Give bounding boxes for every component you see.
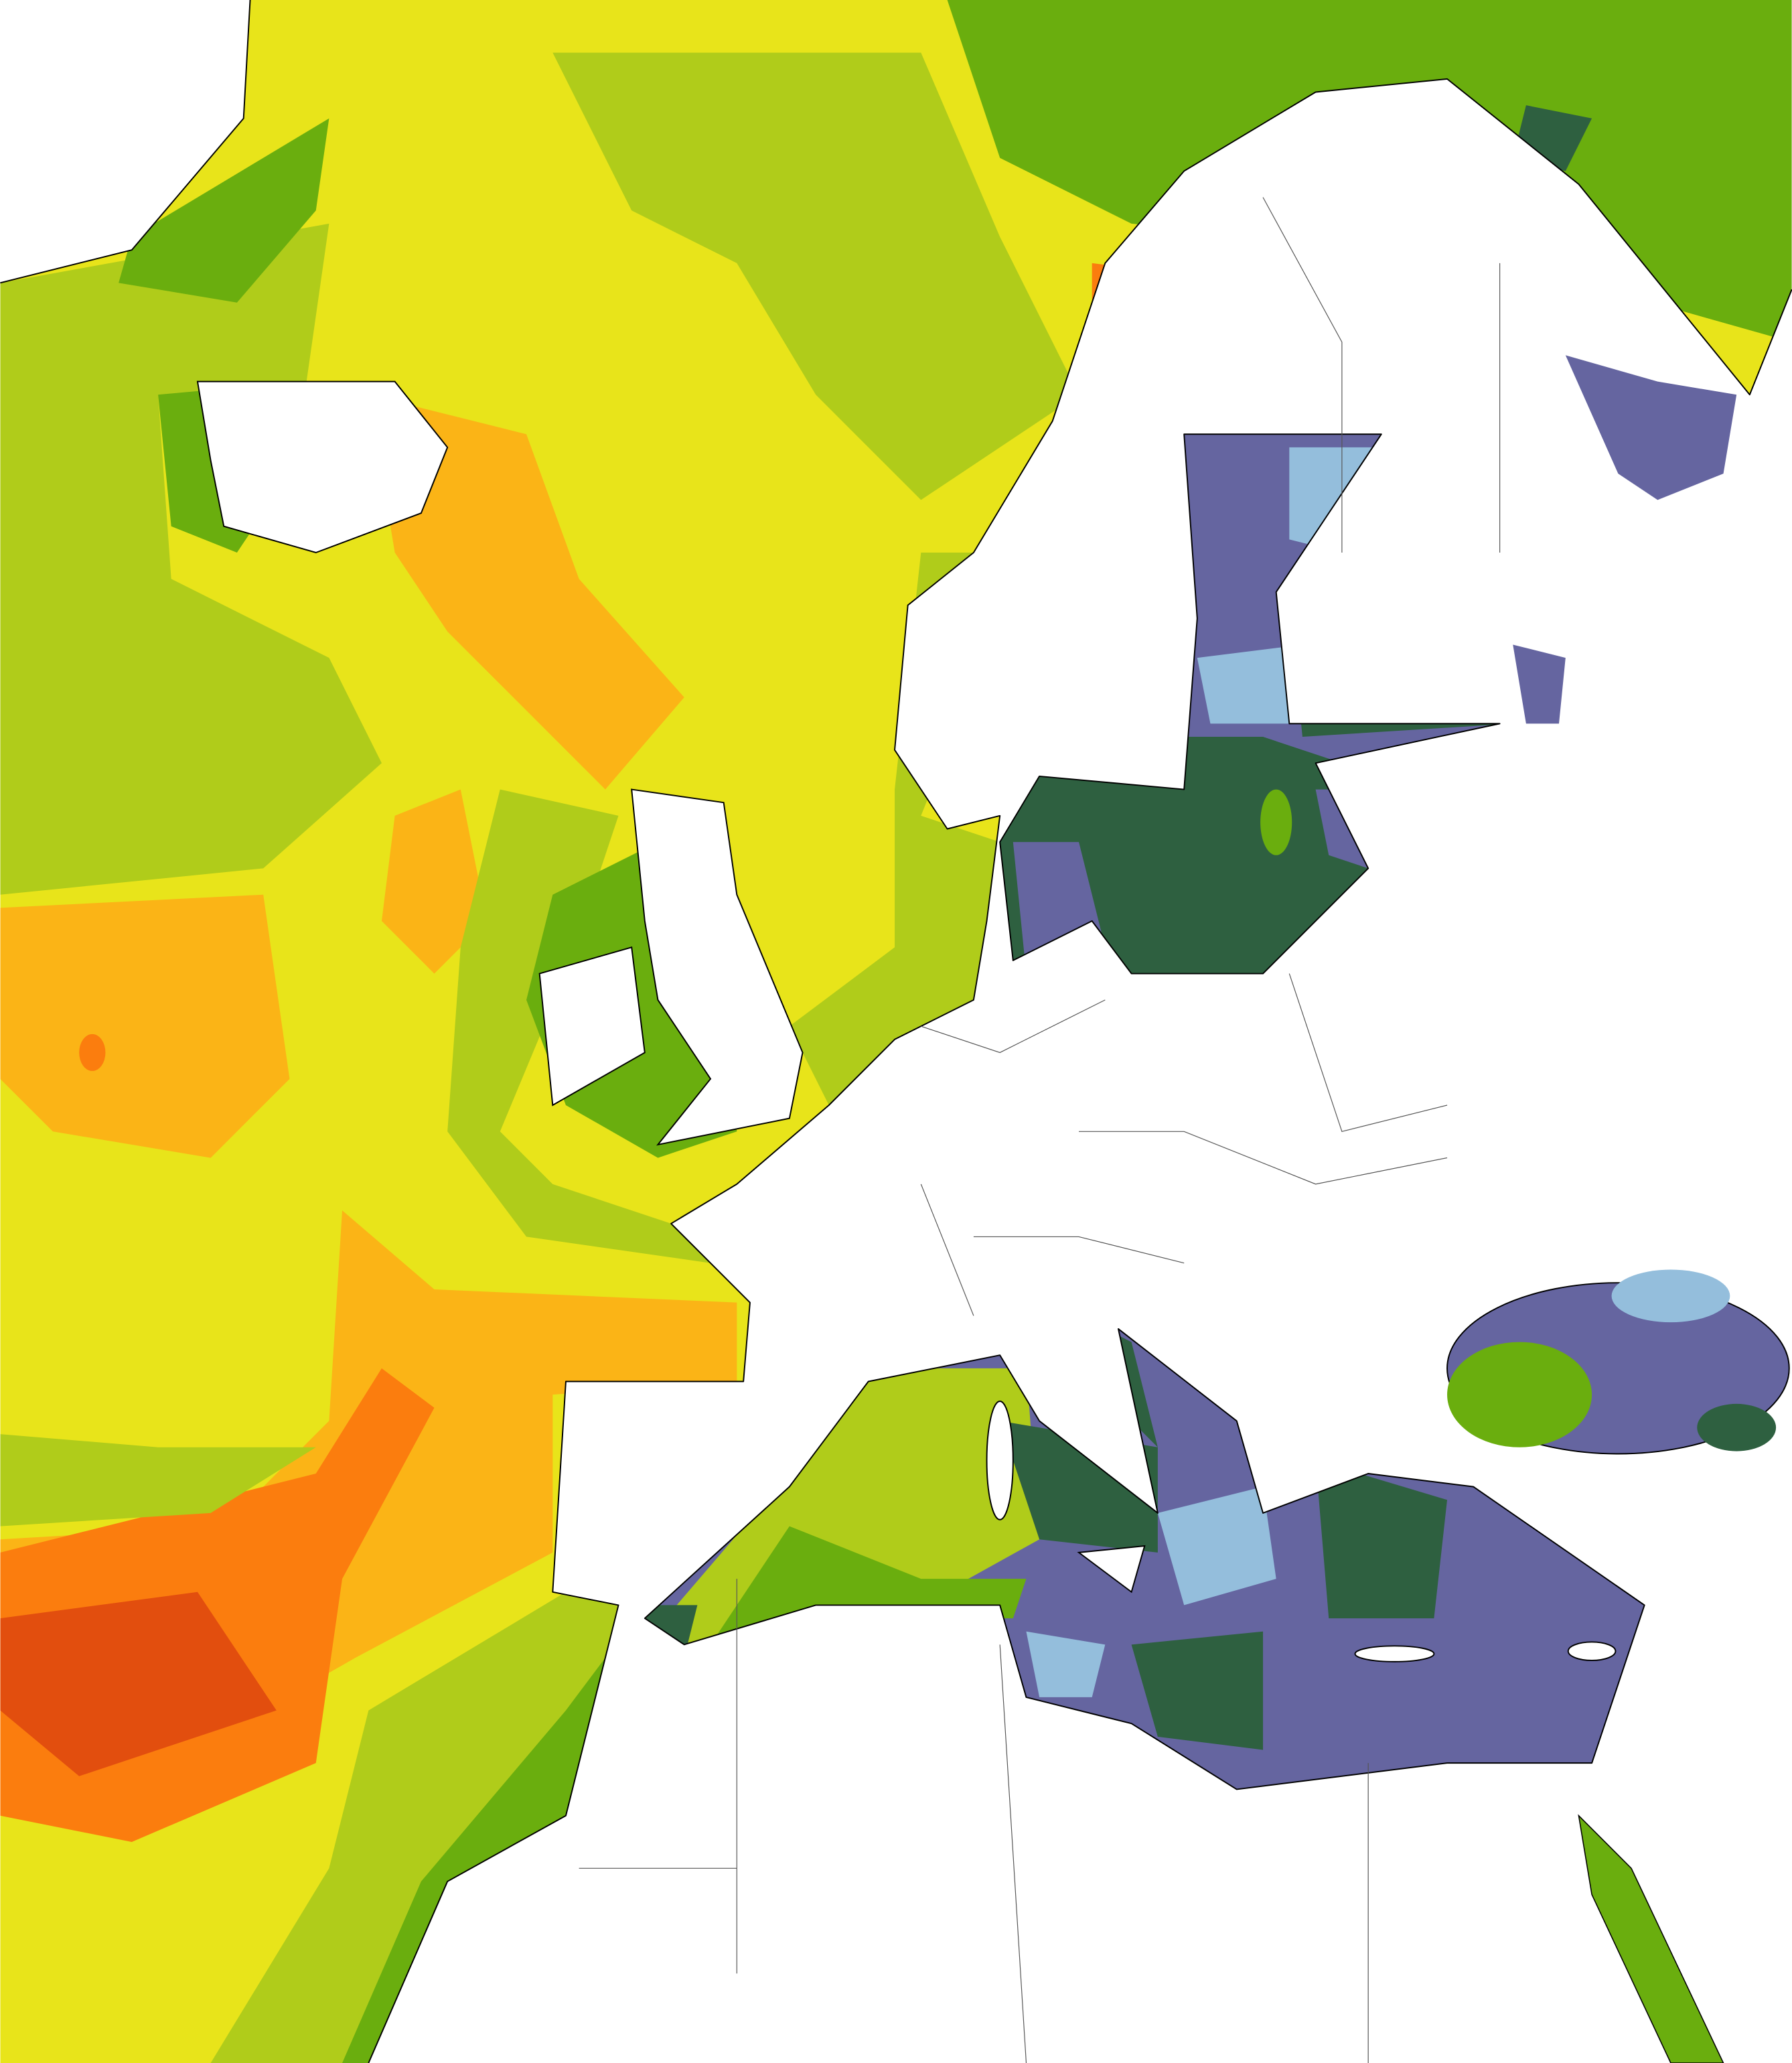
zone-green	[119, 118, 329, 303]
zone-yellow-green	[210, 1591, 619, 2063]
zone-dark-orange	[79, 1034, 106, 1071]
zone-light-blue	[1026, 1631, 1106, 1697]
zone-red	[0, 1591, 277, 1776]
zone-yellow-green	[0, 1434, 316, 1526]
zone-green	[1260, 789, 1292, 855]
border	[579, 197, 1501, 2063]
zone-orange	[368, 395, 684, 790]
iceland	[196, 380, 449, 554]
zone-light-blue	[1611, 1269, 1730, 1323]
zone-dark-green	[1315, 1460, 1448, 1619]
zone-orange	[0, 894, 290, 1158]
corsica-sardinia	[986, 1400, 1014, 1520]
zone-dark-orange	[1092, 263, 1145, 316]
zone-dark-green	[644, 1605, 698, 1658]
coastline	[999, 433, 1501, 975]
sicily	[1077, 1545, 1146, 1593]
zone-orange	[381, 789, 488, 974]
lake	[1513, 644, 1566, 724]
zone-light-blue	[1157, 1486, 1276, 1606]
zone-dark-green	[1697, 1403, 1777, 1451]
zone-yellow-green	[552, 52, 1079, 500]
white-sea	[1565, 355, 1737, 500]
ireland	[538, 946, 646, 1107]
zone-light-blue	[1197, 644, 1302, 724]
zone-dark-green	[1131, 1631, 1264, 1750]
zone-green	[1447, 1342, 1592, 1447]
zone-green	[342, 1658, 605, 2063]
cyprus	[1567, 1641, 1617, 1661]
great-britain	[631, 788, 804, 1146]
crete	[1354, 1645, 1435, 1662]
zone-light-blue	[1289, 447, 1382, 553]
coastline	[644, 1328, 1645, 1790]
red-sea	[1578, 1814, 1724, 2063]
